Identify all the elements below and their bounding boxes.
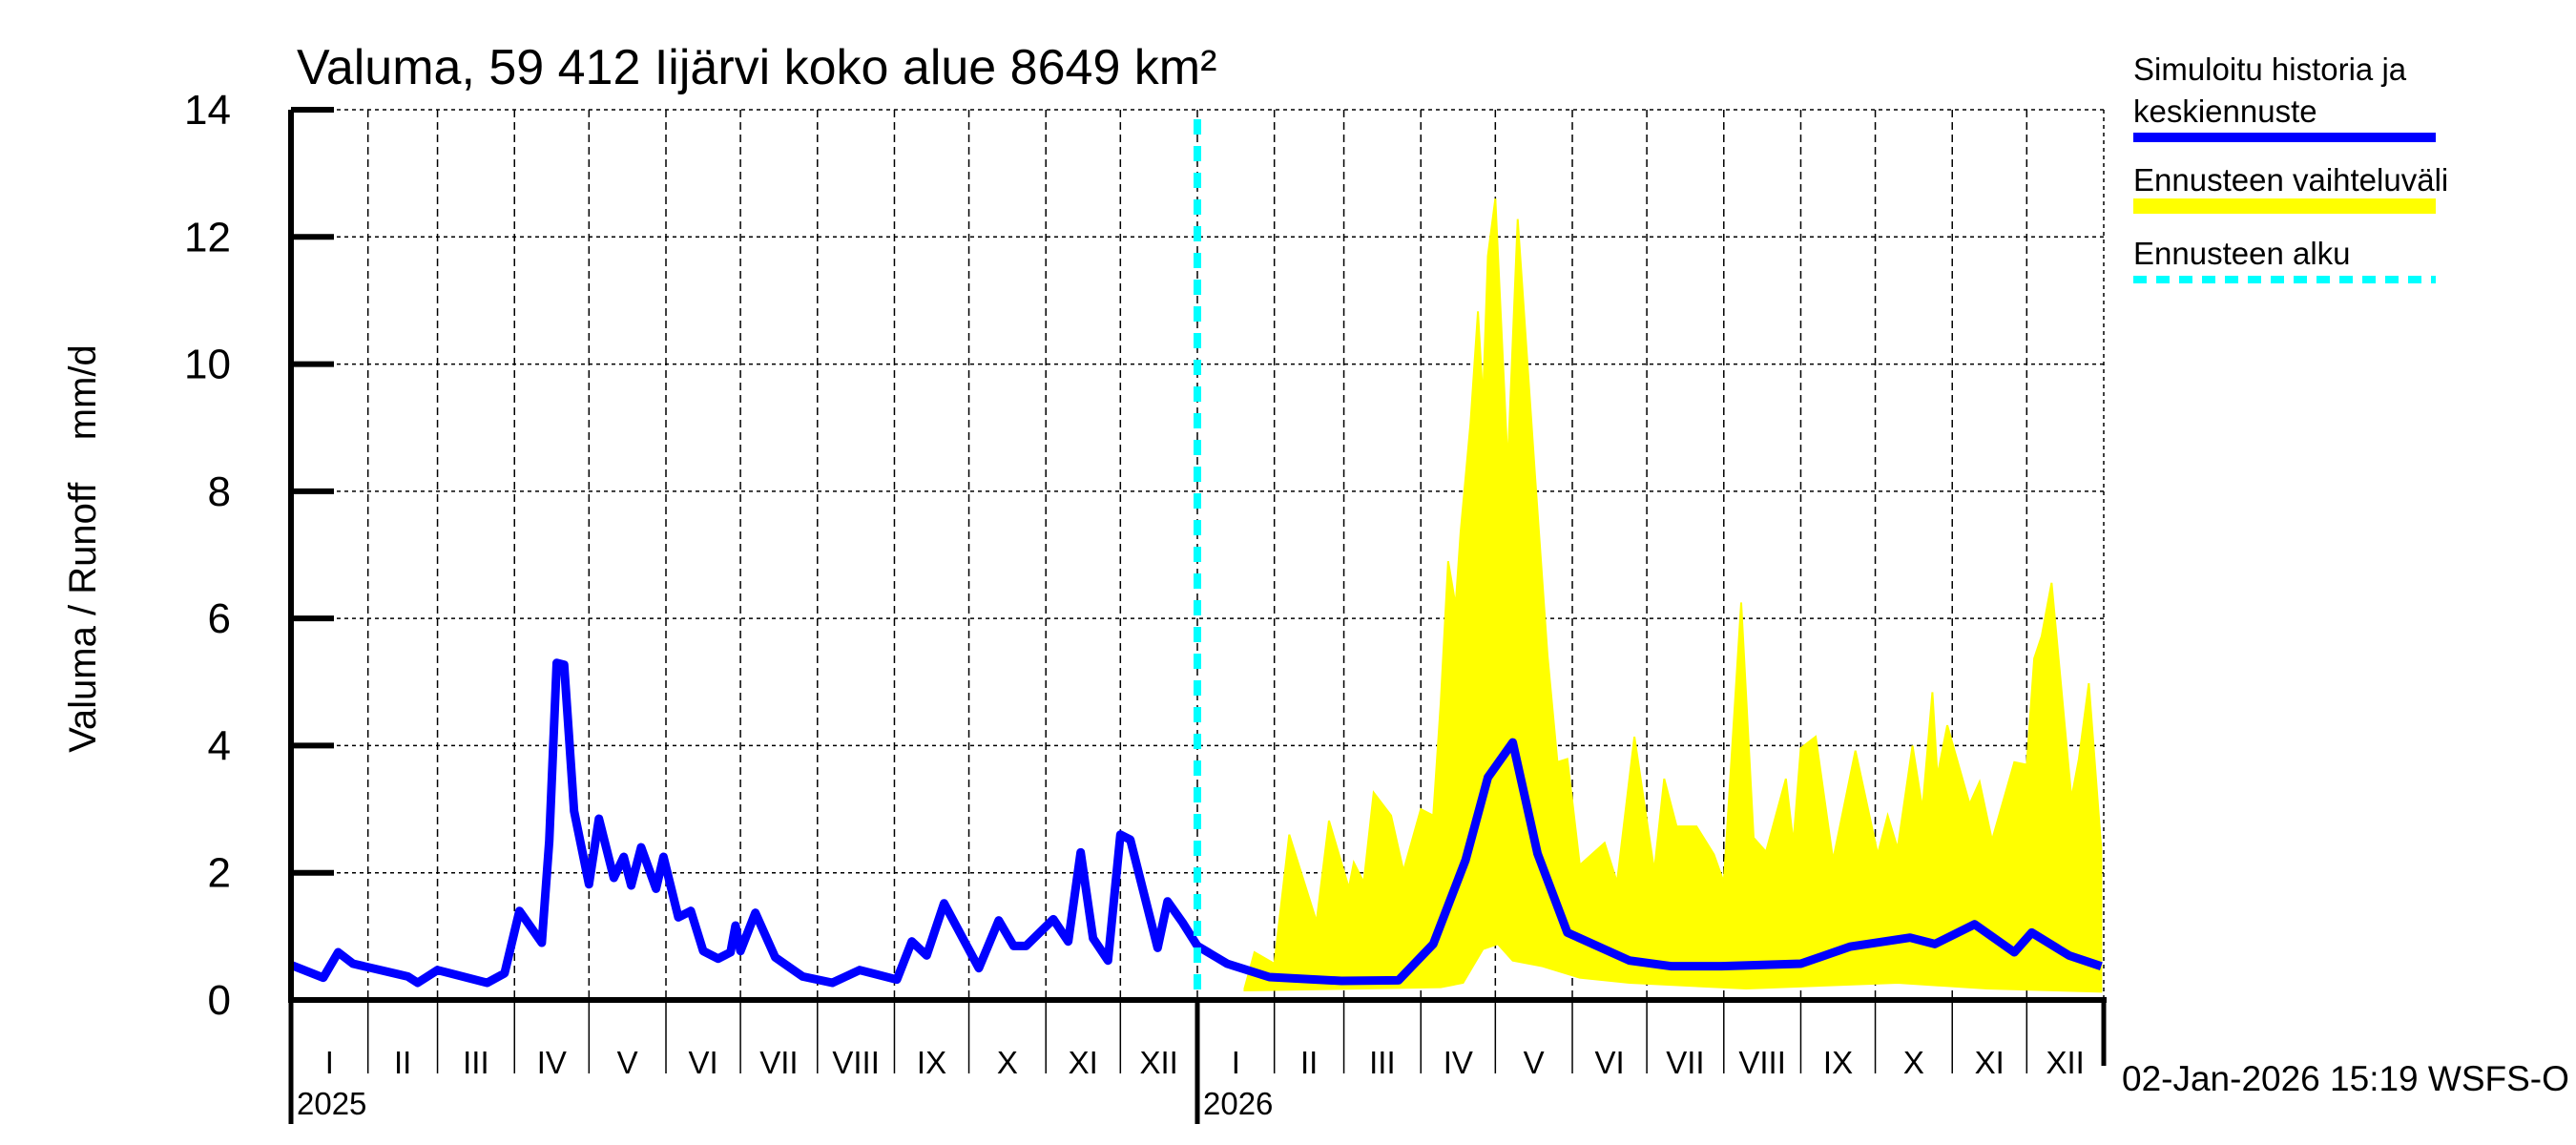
month-label: X [1903,1045,1924,1080]
legend-forecast-start-label: Ennusteen alku [2133,236,2351,271]
month-label: V [1524,1045,1545,1080]
legend: Simuloitu historia ja keskiennuste Ennus… [2133,52,2448,283]
month-label: VII [1666,1045,1704,1080]
month-label: II [1300,1045,1318,1080]
y-tick-label: 2 [208,850,231,897]
month-label: IV [537,1045,567,1080]
month-label: IX [917,1045,946,1080]
year-label: 2026 [1203,1086,1273,1121]
y-tick-label: 0 [208,977,231,1024]
month-label: VIII [1738,1045,1786,1080]
y-tick-label: 6 [208,595,231,642]
y-tick-label: 14 [184,87,231,134]
y-tick-label: 12 [184,214,231,260]
month-label: XII [1139,1045,1177,1080]
month-label: VI [688,1045,717,1080]
forecast-range-area [1243,198,2103,993]
y-tick-label: 10 [184,342,231,388]
history-and-mean-forecast-line [289,658,2103,988]
month-label: I [325,1045,334,1080]
legend-history-label-1: Simuloitu historia ja [2133,52,2407,87]
month-label: VII [759,1045,798,1080]
timestamp: 02-Jan-2026 15:19 WSFS-O [2122,1059,2569,1098]
legend-band-label: Ennusteen vaihteluväli [2133,162,2448,198]
month-label: I [1232,1045,1240,1080]
month-label: IX [1823,1045,1853,1080]
axes [288,107,2107,1124]
year-label: 2025 [297,1086,366,1121]
month-label: IV [1444,1045,1473,1080]
month-label: VIII [832,1045,880,1080]
y-axis-label: Valuma / Runoff mm/d [62,344,104,753]
forecast-range-band [1243,198,2103,993]
chart-title: Valuma, 59 412 Iijärvi koko alue 8649 km… [297,40,1216,95]
grid [291,109,2105,1000]
month-label: X [997,1045,1018,1080]
legend-history-label-2: keskiennuste [2133,94,2317,129]
y-tick-label: 8 [208,468,231,515]
month-label: XI [1975,1045,2005,1080]
series-lines [289,119,2103,1000]
month-label: III [1369,1045,1396,1080]
month-label: III [463,1045,489,1080]
month-label: XI [1069,1045,1098,1080]
month-label: XII [2046,1045,2084,1080]
month-label: II [394,1045,411,1080]
month-label: V [617,1045,638,1080]
month-label: VI [1594,1045,1624,1080]
y-tick-label: 4 [208,722,231,769]
